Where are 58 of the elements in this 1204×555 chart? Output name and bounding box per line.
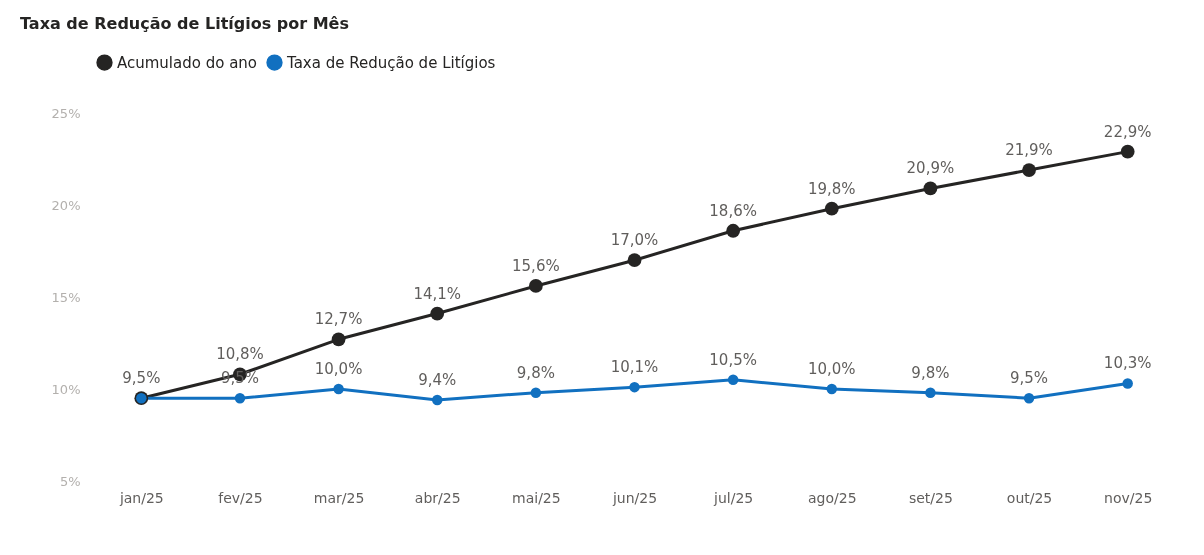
data-label: 14,1% — [413, 284, 462, 303]
data-label: 9,8% — [516, 363, 555, 382]
y-tick-label: 15% — [51, 289, 81, 305]
point — [1023, 392, 1035, 404]
x-tick-label: jun/25 — [611, 489, 658, 506]
x-tick-label: fev/25 — [218, 489, 263, 506]
data-label: 15,6% — [512, 256, 560, 275]
x-tick-label: abr/25 — [414, 489, 461, 506]
point — [627, 253, 642, 268]
point — [530, 387, 542, 398]
point — [431, 394, 443, 406]
point — [826, 383, 838, 395]
data-label: 10,8% — [216, 345, 264, 364]
y-tick-label: 5% — [59, 473, 81, 489]
point — [528, 279, 543, 293]
data-label: 17,0% — [610, 231, 659, 250]
data-label: 9,5% — [1009, 369, 1049, 388]
x-tick-label: jan/25 — [118, 489, 164, 506]
data-label: 9,8% — [911, 363, 950, 382]
x-tick-label: nov/25 — [1104, 489, 1153, 506]
point — [1122, 378, 1133, 389]
legend-label: Taxa de Redução de Litígios — [286, 53, 496, 72]
point — [923, 181, 938, 196]
data-label: 12,7% — [314, 310, 363, 329]
point — [629, 381, 640, 393]
data-label: 9,5% — [122, 369, 161, 388]
point — [333, 383, 344, 395]
y-tick-label: 20% — [51, 197, 81, 213]
data-label: 10,3% — [1103, 354, 1152, 373]
point — [430, 306, 445, 321]
x-tick-label: jul/25 — [713, 489, 754, 506]
point — [727, 374, 739, 386]
data-label: 10,0% — [807, 360, 856, 378]
data-label: 21,9% — [1005, 141, 1053, 160]
x-tick-label: out/25 — [1006, 489, 1053, 506]
data-label: 10,5% — [709, 350, 757, 369]
data-label: 19,8% — [807, 179, 856, 198]
data-label: 18,6% — [709, 201, 757, 220]
data-label: 9,4% — [418, 371, 457, 390]
data-label: 10,0% — [314, 360, 363, 378]
point — [234, 392, 246, 404]
data-label: 10,1% — [610, 358, 659, 377]
point — [1120, 144, 1135, 159]
x-tick-label: mar/25 — [313, 489, 365, 506]
y-tick-label: 25% — [51, 105, 81, 121]
point — [726, 223, 741, 238]
point — [1022, 163, 1036, 177]
data-label: 20,9% — [906, 159, 955, 178]
chart-title: Taxa de Redução de Litígios por Mês — [20, 14, 349, 33]
x-tick-label: mai/25 — [512, 489, 561, 506]
x-tick-label: set/25 — [908, 489, 953, 506]
data-label: 22,9% — [1103, 122, 1152, 141]
y-tick-label: 10% — [51, 381, 81, 397]
point — [331, 332, 346, 347]
point — [925, 387, 936, 398]
point — [824, 201, 839, 216]
legend-label: Acumulado do ano — [117, 53, 258, 72]
x-tick-label: ago/25 — [807, 489, 857, 506]
